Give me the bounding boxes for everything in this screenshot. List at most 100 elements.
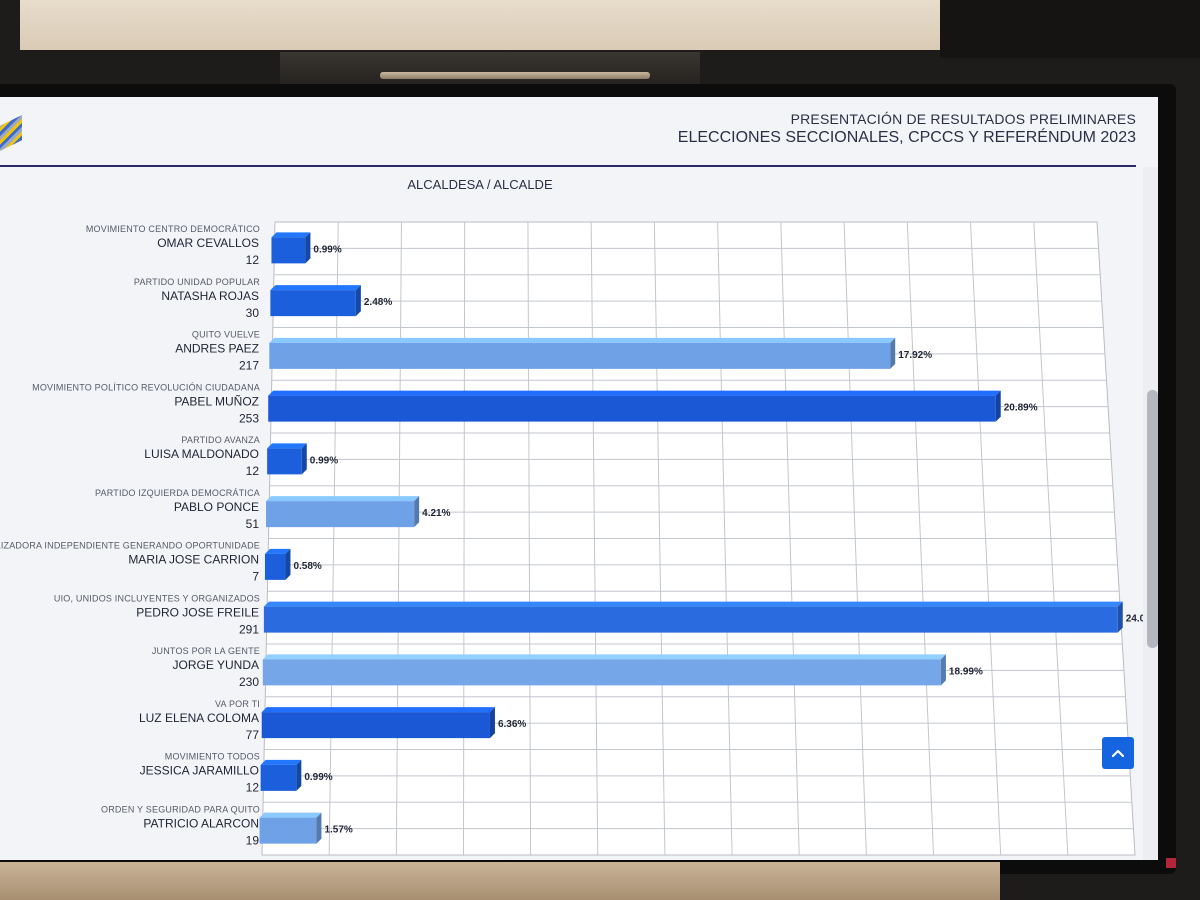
vote-count: 7 [252,570,259,584]
party-label: QUITO VUELVE [192,330,260,340]
header-divider [0,165,1136,167]
vote-count: 51 [246,517,260,531]
bar-value-label: 4.21% [422,508,450,519]
bar-top-face [270,285,361,291]
background-dark-area [940,0,1200,58]
bar-value-label: 2.48% [364,297,392,308]
bar-side-face [1117,601,1123,633]
vote-count: 77 [246,728,260,742]
bar-value-label: 0.99% [310,455,338,466]
party-label: UIO, UNIDOS INCLUYENTES Y ORGANIZADOS [54,593,260,603]
bar [269,342,891,369]
corner-mark [1166,858,1176,868]
bar-side-face [296,759,302,791]
vote-count: 12 [246,253,260,267]
bar [268,395,996,422]
bar-side-face [301,443,307,475]
bar-side-face [489,707,495,739]
chevron-up-icon [1111,749,1125,758]
bar-top-face [271,232,311,238]
candidate-name: PABEL MUÑOZ [174,394,259,408]
bar [270,290,356,317]
bar [266,501,415,528]
bar [271,237,306,264]
bar [262,659,941,686]
bar-side-face [285,548,291,580]
bar-side-face [890,337,896,369]
party-label: PARTIDO UNIDAD POPULAR [134,277,260,287]
bar-side-face [355,285,361,317]
bar-side-face [305,232,311,264]
bar-side-face [995,390,1001,422]
party-label: VA POR TI [215,699,260,709]
bar-value-label: 24.03% [1126,614,1143,625]
background-wall-panel [20,0,940,50]
bar-value-label: 0.99% [304,772,332,783]
background-rail [280,52,700,86]
bar [260,764,297,791]
bar-top-face [267,443,307,449]
candidate-name: MARIA JOSE CARRION [128,553,259,567]
candidate-name: PEDRO JOSE FREILE [136,605,259,619]
bar-value-label: 6.36% [498,719,526,730]
scroll-to-top-button[interactable] [1102,737,1134,769]
bar-top-face [264,548,291,554]
candidate-name: OMAR CEVALLOS [157,236,259,250]
vote-count: 253 [239,411,259,425]
candidate-name: ANDRES PAEZ [175,342,259,356]
party-label: ORDEN Y SEGURIDAD PARA QUITO [101,804,260,814]
party-label: PARTIDO AVANZA [181,435,260,445]
candidate-name: LUISA MALDONADO [144,447,259,461]
bar-value-label: 0.99% [313,244,341,255]
candidate-name: JESSICA JARAMILLO [140,764,259,778]
bar-value-label: 1.57% [324,825,352,836]
party-label: MOVIMIENTO TODOS [165,752,260,762]
header-title-line2: ELECCIONES SECCIONALES, CPCCS Y REFERÉND… [677,129,1136,146]
party-label: PARTIDO IZQUIERDA DEMOCRÁTICA [95,488,260,498]
party-label: JUNTOS POR LA GENTE [152,646,260,656]
bar-value-label: 20.89% [1004,403,1038,414]
chart-title: ALCALDESA / ALCALDE [407,177,553,192]
bar [264,553,286,580]
candidate-name: LUZ ELENA COLOMA [139,711,259,725]
cne-logo-icon [0,115,22,151]
bar [263,606,1118,633]
bar-side-face [316,812,322,844]
vote-count: 30 [246,306,260,320]
bar-value-label: 18.99% [949,666,983,677]
vote-count: 12 [246,464,260,478]
bar-top-face [260,759,302,765]
bar [267,448,302,475]
results-bar-chart: MOVIMIENTO CENTRO DEMOCRÁTICO OMAR CEVALL… [0,221,1143,856]
bar [261,712,490,739]
bar-side-face [414,496,420,528]
bar-top-face [269,337,896,343]
bar [259,817,317,844]
candidate-name: PATRICIO ALARCON [143,816,259,830]
scrollbar-thumb[interactable] [1147,390,1158,648]
vote-count: 291 [239,622,259,636]
bar-value-label: 0.58% [293,561,321,572]
party-label: MOVIMIENTO CENTRO DEMOCRÁTICO [86,224,260,234]
header-title-line1: PRESENTACIÓN DE RESULTADOS PRELIMINARES [790,111,1136,127]
vote-count: 230 [239,675,259,689]
bar-value-label: 17.92% [898,350,932,361]
rail-bar [380,72,650,79]
candidate-name: JORGE YUNDA [173,658,259,672]
bar-side-face [940,654,946,686]
candidate-name: PABLO PONCE [174,500,259,514]
background-table [0,862,1000,900]
bar-top-face [259,812,322,818]
results-screen: PRESENTACIÓN DE RESULTADOS PRELIMINARES … [0,97,1158,860]
vote-count: 217 [239,359,259,373]
party-label: ILIZADORA INDEPENDIENTE GENERANDO OPORTU… [0,541,260,551]
bar-top-face [268,390,1001,396]
bar-top-face [263,601,1123,607]
vote-count: 19 [246,833,260,847]
party-label: MOVIMIENTO POLÍTICO REVOLUCIÓN CIUDADANA [32,382,260,392]
candidate-name: NATASHA ROJAS [161,289,259,303]
bar-top-face [262,654,946,660]
bar-top-face [261,707,495,713]
bar-top-face [266,496,420,502]
vote-count: 12 [246,781,260,795]
